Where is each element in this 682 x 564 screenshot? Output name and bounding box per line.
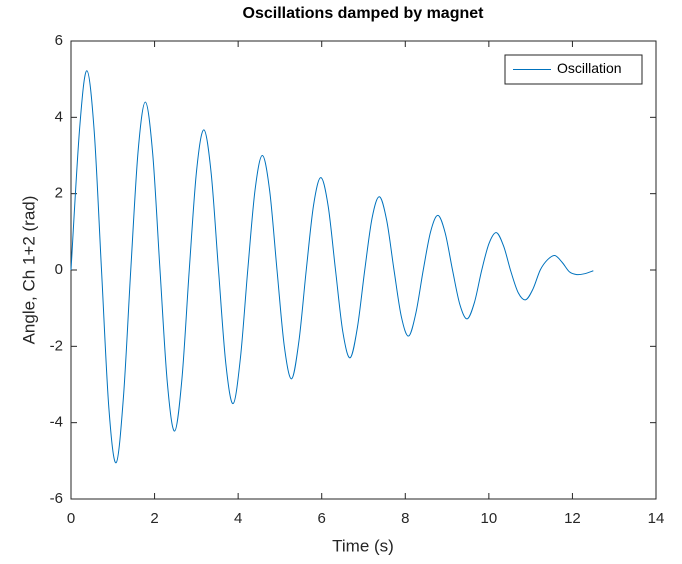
y-tick-label: 6 bbox=[55, 32, 63, 49]
x-tick-label: 4 bbox=[234, 510, 242, 527]
legend-label: Oscillation bbox=[557, 60, 622, 76]
x-tick-label: 12 bbox=[564, 510, 581, 527]
x-tick-label: 8 bbox=[401, 510, 409, 527]
y-tick-label: 2 bbox=[55, 185, 63, 202]
x-tick-label: 6 bbox=[318, 510, 326, 527]
x-tick-label: 2 bbox=[150, 510, 158, 527]
chart-title: Oscillations damped by magnet bbox=[243, 5, 485, 22]
y-tick-label: 0 bbox=[55, 261, 63, 278]
y-tick-label: -6 bbox=[50, 490, 63, 507]
x-tick-label: 14 bbox=[648, 510, 665, 527]
legend-box bbox=[504, 54, 643, 85]
x-tick-label: 0 bbox=[67, 510, 75, 527]
x-axis-label: Time (s) bbox=[332, 536, 394, 555]
y-axis-label: Angle, Ch 1+2 (rad) bbox=[19, 196, 38, 345]
y-tick-label: -4 bbox=[50, 414, 63, 431]
y-tick-label: -2 bbox=[50, 337, 63, 354]
x-tick-label: 10 bbox=[481, 510, 498, 527]
y-tick-label: 4 bbox=[55, 108, 63, 125]
data-line bbox=[70, 70, 594, 464]
